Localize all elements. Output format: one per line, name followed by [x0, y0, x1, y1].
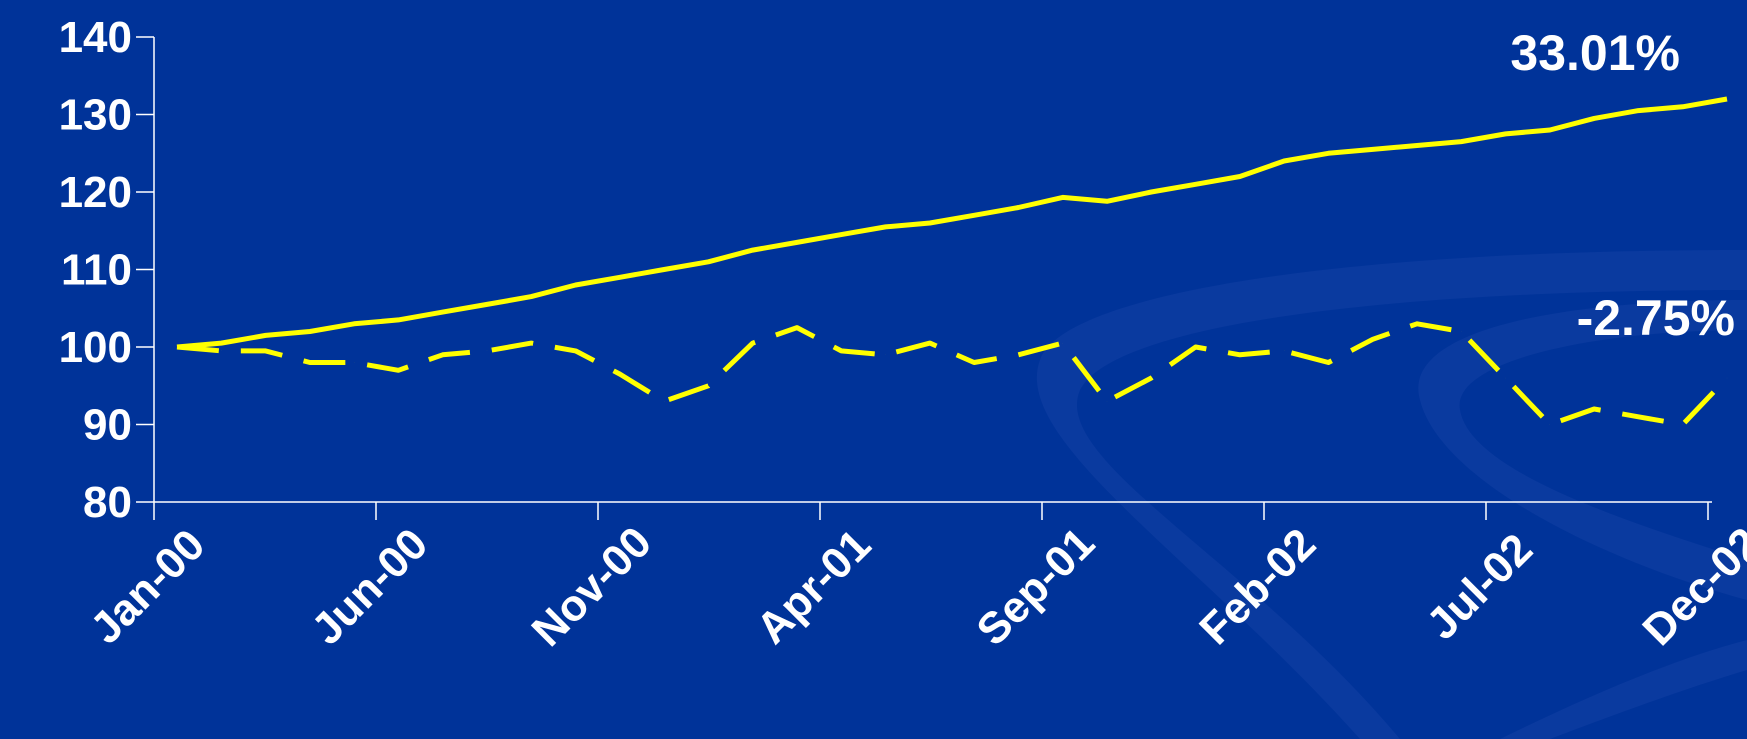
swoosh-shape: [1418, 300, 1747, 600]
x-tick-label: Jul-02: [1417, 524, 1542, 649]
x-tick-label: Jan-00: [81, 520, 214, 653]
y-tick-label: 80: [83, 478, 132, 527]
x-tick-label: Sep-01: [967, 518, 1104, 655]
y-tick-label: 100: [59, 323, 132, 372]
swoosh-shape: [1500, 640, 1747, 739]
y-tick-label: 140: [59, 13, 132, 62]
axes: [136, 36, 1747, 739]
series-line-solid: [176, 96, 1728, 350]
y-tick-label: 130: [59, 91, 132, 140]
series-line-dashed: [176, 321, 1729, 427]
series-layer: [176, 96, 1729, 427]
x-tick-label: Apr-01: [747, 520, 880, 653]
x-tick-label: Nov-00: [523, 518, 661, 656]
y-tick-label: 90: [83, 401, 132, 450]
background-swoosh: [1036, 250, 1747, 739]
y-tick-label: 110: [61, 246, 132, 295]
x-tick-label: Jun-00: [302, 519, 437, 654]
series-end-label: 33.01%: [1510, 25, 1680, 81]
series-end-label: -2.75%: [1577, 290, 1735, 346]
y-tick-label: 120: [59, 168, 132, 217]
